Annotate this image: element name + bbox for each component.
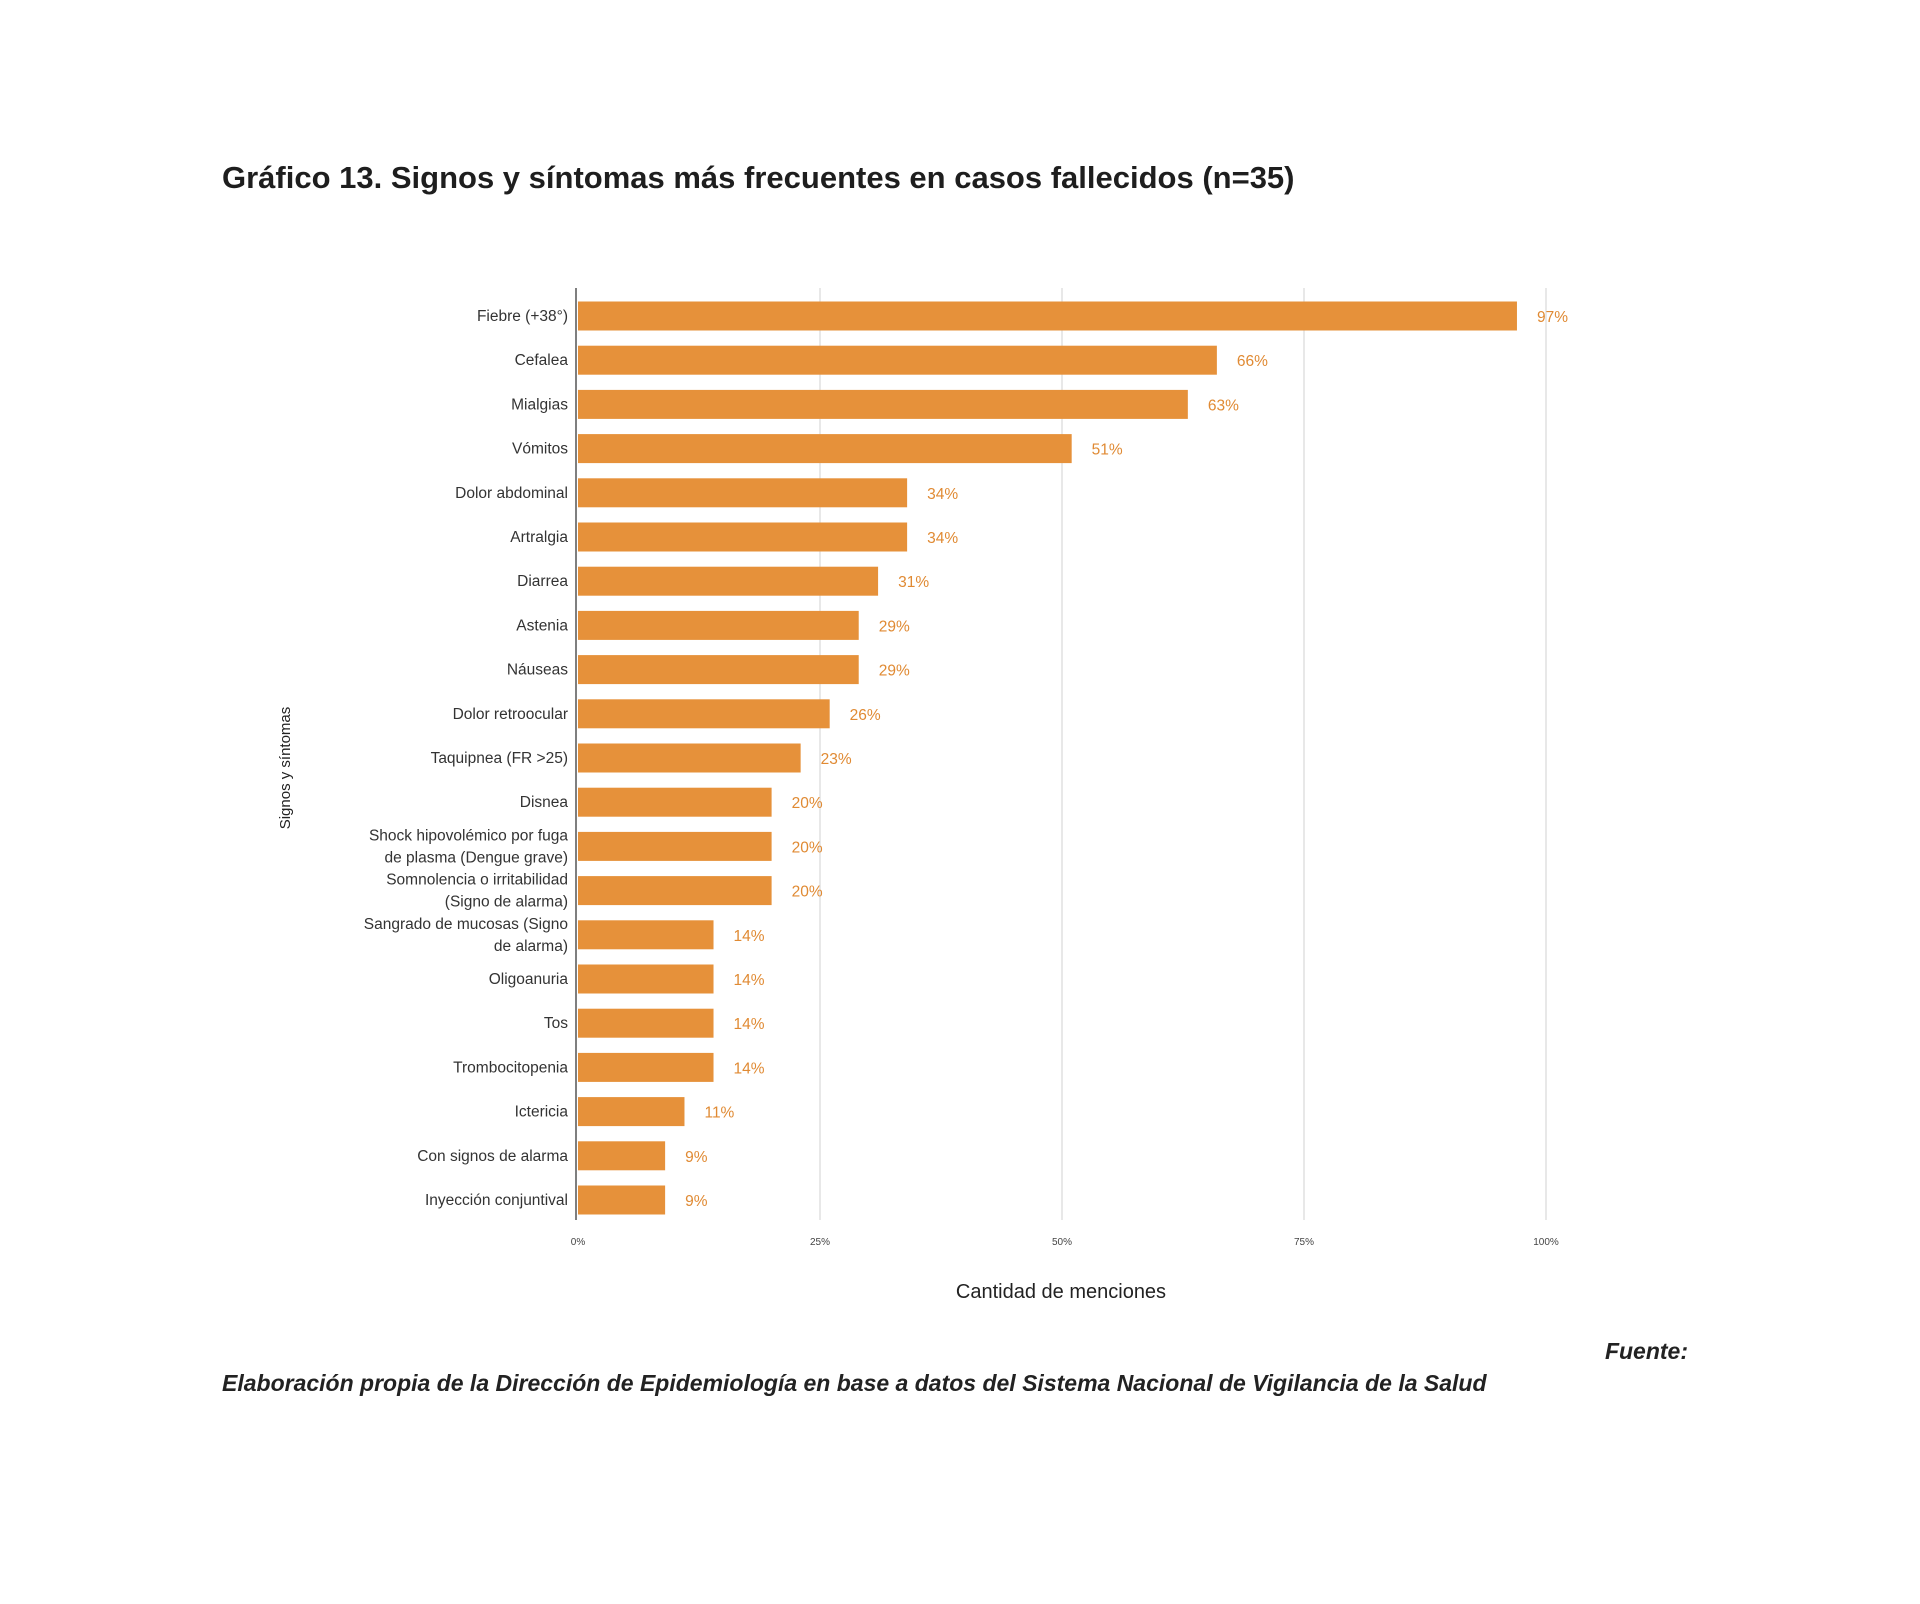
- source-label: Fuente:: [1604, 1338, 1688, 1364]
- bar-value-label: 34%: [927, 486, 958, 503]
- bar: [578, 831, 772, 861]
- chart-title: Gráfico 13. Signos y síntomas más frecue…: [222, 160, 1295, 195]
- category-label: Inyección conjuntival: [425, 1192, 568, 1209]
- bar-value-label: 51%: [1092, 442, 1123, 459]
- grid-lines: [819, 288, 1547, 1220]
- category-label: Náuseas: [507, 662, 568, 679]
- category-label: Dolor abdominal: [455, 485, 568, 502]
- bar-value-label: 26%: [850, 707, 881, 724]
- value-labels: 97% 66% 63% 51% 34% 34% 31% 29% 29% 26% 23% 20% 20% 2…: [685, 309, 1568, 1210]
- bar: [578, 699, 830, 729]
- bars: [578, 301, 1517, 1215]
- x-tick-labels: 0% 25% 50% 75% 100%: [571, 1237, 1559, 1248]
- bar: [578, 478, 908, 508]
- bar: [578, 1097, 685, 1127]
- category-label: Dolor retroocular: [453, 706, 568, 723]
- bar-value-label: 20%: [792, 839, 823, 856]
- bar: [578, 743, 801, 773]
- category-labels: Fiebre (+38°) Cefalea Mialgias Vómitos Dolor…: [364, 308, 569, 1209]
- category-label: Astenia: [516, 617, 568, 634]
- bar: [578, 301, 1517, 331]
- category-label: Taquipnea (FR >25): [431, 750, 568, 767]
- x-tick-label: 75%: [1294, 1237, 1314, 1248]
- category-label: Sangrado de mucosas (Signo de alarma): [364, 916, 568, 955]
- category-label: Ictericia: [515, 1104, 569, 1121]
- bar: [578, 1141, 666, 1171]
- bar: [578, 964, 714, 994]
- source-text: Elaboración propia de la Dirección de Ep…: [222, 1370, 1487, 1396]
- bar: [578, 522, 908, 552]
- category-label: Cefalea: [515, 352, 569, 369]
- bar: [578, 345, 1217, 375]
- category-label: Artralgia: [510, 529, 568, 546]
- bar: [578, 1008, 714, 1038]
- bar: [578, 610, 859, 640]
- bar: [578, 787, 772, 817]
- bar: [578, 655, 859, 685]
- x-tick-label: 50%: [1052, 1237, 1072, 1248]
- bar-value-label: 66%: [1237, 353, 1268, 370]
- category-label: Fiebre (+38°): [477, 308, 568, 325]
- x-tick-label: 25%: [810, 1237, 830, 1248]
- category-label: Oligoanuria: [489, 971, 569, 988]
- category-label: Vómitos: [512, 441, 568, 458]
- bar-value-label: 11%: [704, 1105, 734, 1122]
- bar-value-label: 29%: [879, 663, 910, 680]
- x-tick-label: 0%: [571, 1237, 586, 1248]
- bar-value-label: 9%: [685, 1193, 708, 1210]
- category-label: Disnea: [520, 794, 569, 811]
- bar: [578, 1185, 666, 1215]
- bar-value-label: 14%: [734, 1016, 765, 1033]
- bar: [578, 876, 772, 906]
- bar-value-label: 34%: [927, 530, 958, 547]
- bar: [578, 566, 879, 596]
- bar-value-label: 20%: [792, 795, 823, 812]
- x-axis-title: Cantidad de menciones: [956, 1281, 1166, 1303]
- bar-value-label: 23%: [821, 751, 852, 768]
- bar-value-label: 14%: [734, 972, 765, 989]
- bar-value-label: 97%: [1537, 309, 1568, 326]
- bar-value-label: 20%: [792, 884, 823, 901]
- category-label: Diarrea: [517, 573, 568, 590]
- category-label: Somnolencia o irritabilidad (Signo de ala…: [386, 872, 568, 911]
- bar: [578, 1052, 714, 1082]
- bar-value-label: 63%: [1208, 397, 1239, 414]
- category-label: Trombocitopenia: [453, 1059, 568, 1076]
- bar: [578, 389, 1188, 419]
- bar: [578, 920, 714, 950]
- bar-value-label: 14%: [734, 1060, 765, 1077]
- category-label: Shock hipovolémico por fuga de plasma (De…: [369, 827, 568, 866]
- category-label: Tos: [544, 1015, 568, 1032]
- bar-value-label: 14%: [734, 928, 765, 945]
- x-tick-label: 100%: [1533, 1237, 1559, 1248]
- bar: [578, 434, 1072, 464]
- bar-value-label: 9%: [685, 1149, 708, 1166]
- category-label: Mialgias: [511, 396, 568, 413]
- category-label: Con signos de alarma: [417, 1148, 568, 1165]
- bar-value-label: 31%: [898, 574, 929, 591]
- y-axis-title: Signos y síntomas: [277, 707, 294, 830]
- bar-value-label: 29%: [879, 618, 910, 635]
